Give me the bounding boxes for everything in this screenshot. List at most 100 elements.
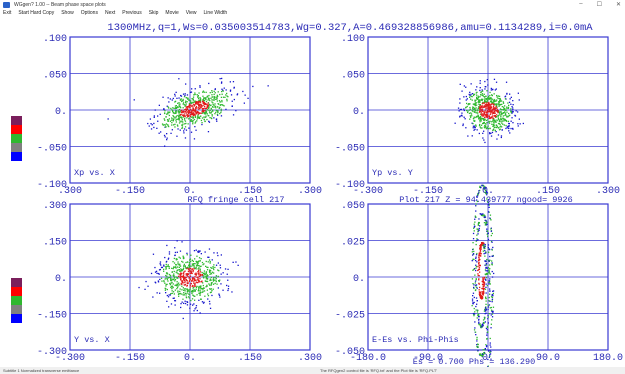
particle [469, 94, 471, 97]
particle [181, 268, 183, 271]
particle [482, 132, 484, 134]
x-tick-label: 0. [482, 353, 494, 364]
particle [202, 109, 204, 111]
particle [471, 93, 474, 95]
particle [204, 113, 207, 115]
particle [473, 106, 475, 109]
particle [182, 280, 184, 282]
particle [500, 111, 502, 113]
particle [487, 238, 490, 241]
particle [183, 115, 185, 117]
particle [487, 273, 489, 275]
particle [482, 115, 484, 117]
particle [182, 112, 184, 114]
menu-view[interactable]: View [185, 10, 197, 16]
particle [174, 116, 176, 118]
particle [200, 258, 202, 260]
particle [488, 206, 490, 208]
particle [194, 114, 196, 116]
particle [181, 127, 184, 129]
particle [475, 297, 478, 299]
particle [475, 216, 477, 218]
particle [191, 111, 193, 113]
particle [499, 128, 501, 130]
particle [483, 114, 485, 117]
particle [221, 93, 223, 95]
particle [484, 219, 486, 221]
particle [475, 309, 477, 311]
particle [164, 110, 166, 112]
particle [482, 319, 485, 321]
particle [505, 124, 507, 127]
particle [492, 89, 494, 91]
particle [227, 285, 230, 287]
maximize-button[interactable]: ☐ [596, 2, 602, 8]
particle [470, 116, 472, 118]
particle [190, 299, 192, 302]
particle [490, 98, 492, 100]
particle [488, 264, 491, 266]
particle [169, 98, 171, 100]
particle [208, 109, 210, 111]
menu-options[interactable]: Options [80, 10, 98, 16]
menu-skip[interactable]: Skip [148, 10, 159, 16]
particle [171, 129, 173, 131]
particle [485, 222, 488, 224]
particle [484, 352, 486, 354]
close-button[interactable]: ✕ [615, 2, 621, 8]
menu-next[interactable]: Next [104, 10, 116, 16]
particle [199, 290, 202, 292]
particle [486, 338, 488, 340]
minimize-button[interactable]: – [579, 1, 583, 7]
particle [172, 286, 174, 288]
particle [159, 261, 162, 263]
y-tick-label: -.025 [335, 311, 365, 322]
particle [479, 89, 481, 92]
particle [517, 111, 519, 113]
particle [172, 283, 174, 285]
particle [185, 276, 187, 279]
particle [509, 93, 511, 95]
particle [182, 257, 185, 260]
particle [473, 258, 475, 261]
menu-previous[interactable]: Previous [122, 10, 142, 16]
particle [206, 289, 208, 291]
particle [484, 308, 486, 311]
particle [173, 276, 175, 278]
particle [226, 284, 228, 287]
particle [482, 95, 484, 97]
particle [196, 261, 198, 263]
particle [194, 110, 196, 113]
particle [196, 262, 198, 264]
particle [489, 97, 491, 99]
particle [200, 281, 203, 283]
particle [210, 272, 212, 274]
particle [226, 98, 228, 100]
menu-show[interactable]: Show [61, 10, 74, 16]
particle [194, 111, 197, 113]
particle [207, 99, 209, 101]
particle [180, 279, 182, 281]
particle [491, 301, 493, 303]
particle [476, 110, 478, 112]
menu-start-hard-copy[interactable]: Start Hard Copy [18, 10, 55, 16]
particle [172, 274, 174, 277]
particle [477, 112, 479, 114]
particle [498, 114, 500, 116]
particle [184, 115, 186, 117]
particle [477, 269, 479, 272]
particle [485, 283, 487, 285]
particle [188, 262, 191, 264]
menu-line-width[interactable]: Line Width [203, 10, 228, 16]
particle [183, 263, 185, 265]
particle [172, 268, 174, 270]
particle [210, 97, 212, 99]
menu-exit[interactable]: Exit [3, 10, 12, 16]
particle [491, 94, 493, 97]
particle [491, 103, 493, 105]
particle [488, 269, 490, 271]
particle [203, 274, 206, 276]
particle [478, 293, 480, 295]
menu-movie[interactable]: Movie [165, 10, 179, 16]
particle [479, 105, 481, 107]
